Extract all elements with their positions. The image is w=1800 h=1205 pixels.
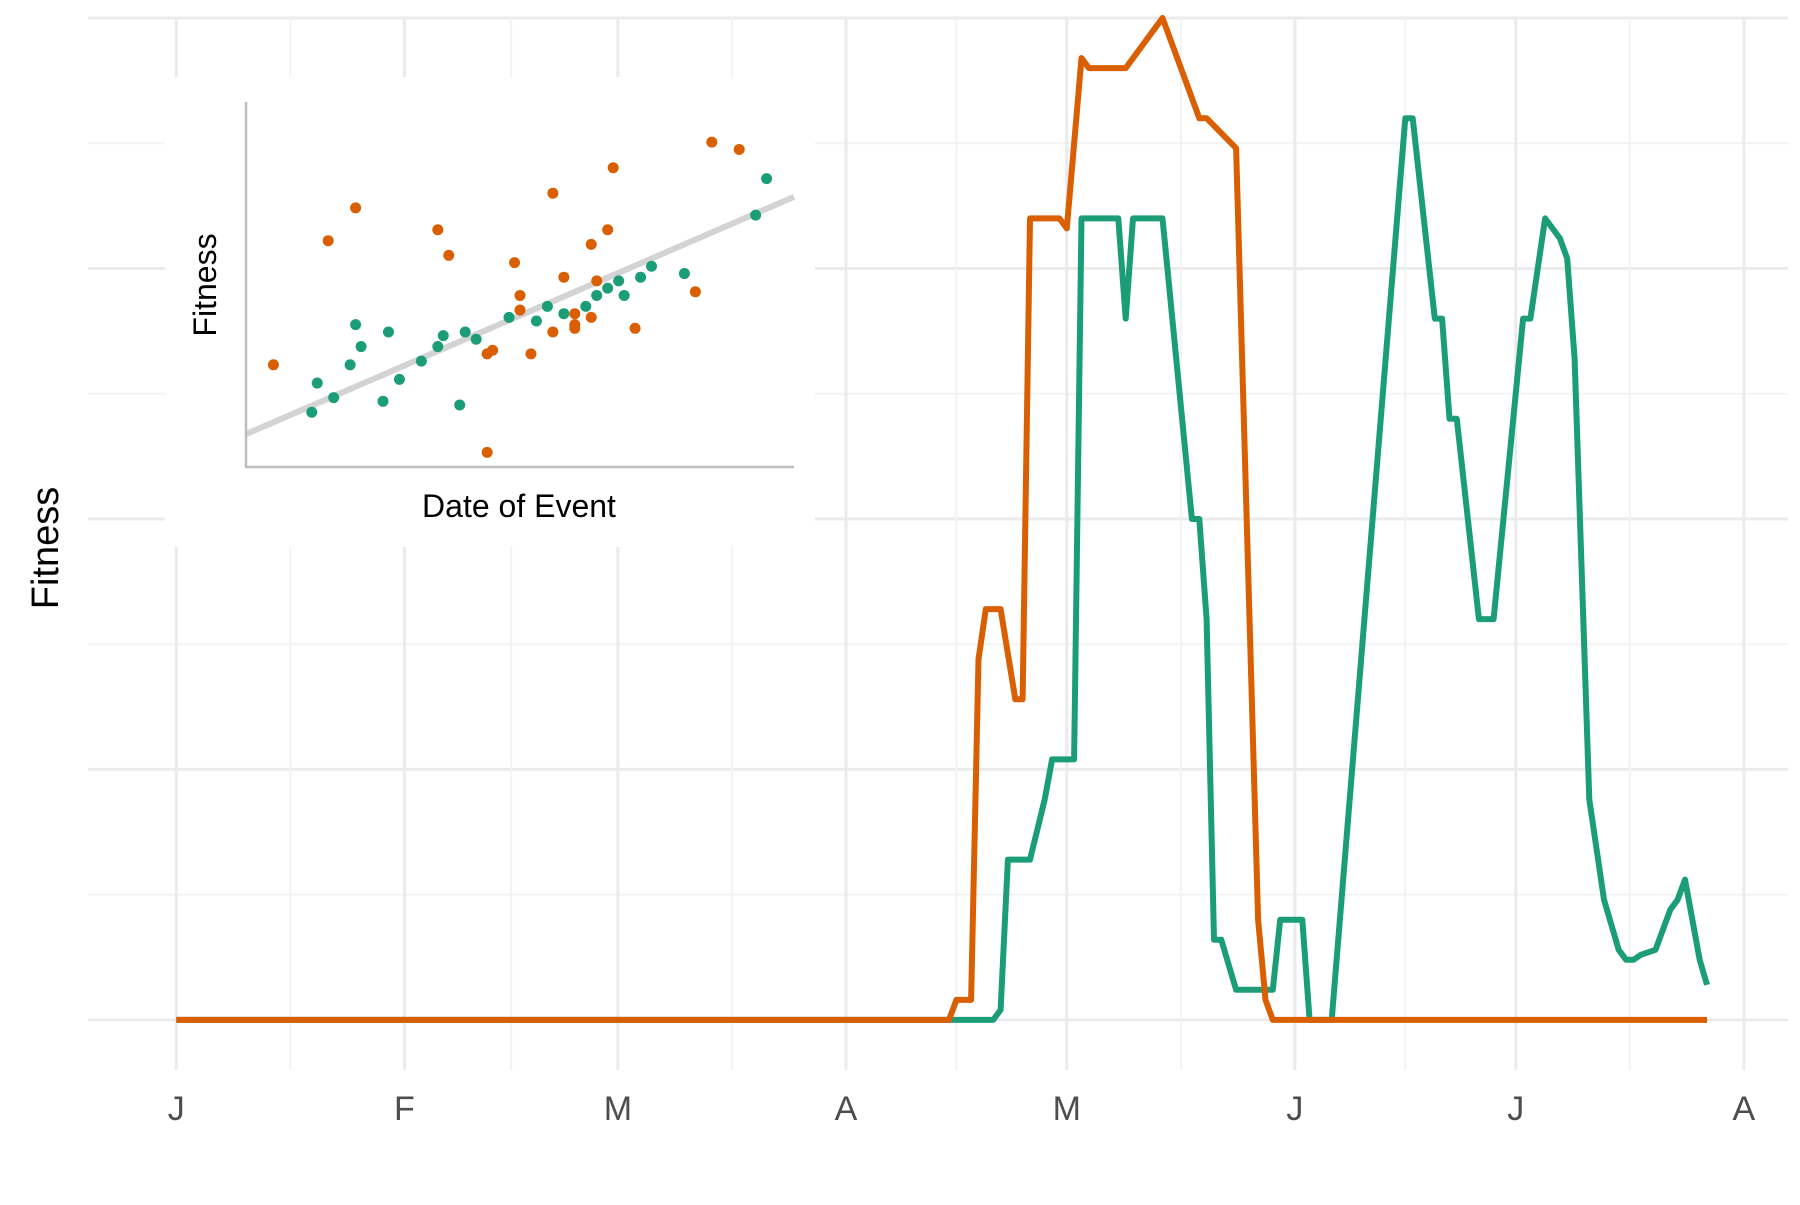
scatter-point-orange [591,275,603,287]
scatter-point-green [558,308,570,320]
scatter-point-green [646,260,658,272]
y-axis-label: Fitness [25,487,67,609]
scatter-point-green [470,333,482,345]
scatter-point-orange [689,286,701,298]
x-tick-label: J [1507,1090,1524,1128]
inset-x-axis-label: Date of Event [422,488,616,524]
line-series-layer [176,15,1710,1023]
x-tick-label: J [1286,1090,1303,1128]
scatter-point-green [459,326,471,338]
scatter-point-orange [585,311,597,323]
inset-y-axis-label: Fitness [187,233,223,336]
scatter-point-orange [432,224,444,236]
x-tick-label: M [604,1090,632,1128]
scatter-point-green [750,209,762,221]
scatter-point-green [602,282,614,294]
scatter-point-green [306,406,318,418]
scatter-point-orange [481,348,493,360]
line-series-orange [176,15,1707,1023]
scatter-point-green [503,311,515,323]
scatter-point-orange [569,319,581,331]
scatter-point-green [350,319,362,331]
scatter-point-orange [733,143,745,155]
scatter-point-green [437,330,449,342]
x-tick-label: A [1733,1090,1756,1128]
scatter-point-green [415,355,427,367]
inset-chart: Date of Event Fitness [165,77,815,547]
scatter-point-green [618,289,630,301]
scatter-point-orange [706,136,718,148]
scatter-point-green [382,326,394,338]
scatter-point-green [613,275,625,287]
scatter-point-orange [547,326,559,338]
scatter-point-orange [569,308,581,320]
scatter-point-orange [509,257,521,269]
scatter-point-green [591,289,603,301]
scatter-point-green [393,373,405,385]
scatter-point-green [454,399,466,411]
x-tick-label: F [394,1090,415,1128]
scatter-point-orange [350,202,362,214]
scatter-point-orange [558,271,570,283]
scatter-point-orange [607,162,619,174]
scatter-point-orange [514,289,526,301]
scatter-point-orange [547,187,559,199]
inset-points-layer [267,136,773,458]
scatter-point-green [344,359,356,371]
scatter-point-green [311,377,323,389]
scatter-point-green [580,300,592,312]
scatter-point-green [761,173,773,185]
scatter-point-orange [629,322,641,334]
scatter-point-orange [602,224,614,236]
scatter-point-orange [585,238,597,250]
scatter-point-green [541,300,553,312]
scatter-point-green [635,271,647,283]
scatter-point-green [530,315,542,327]
x-tick-label: M [1053,1090,1081,1128]
scatter-point-orange [481,446,493,458]
scatter-point-orange [267,359,279,371]
scatter-point-green [328,392,340,404]
scatter-point-green [355,341,367,353]
scatter-point-green [432,341,444,353]
x-tick-label: J [168,1090,185,1128]
scatter-point-orange [525,348,537,360]
inset-background [165,77,815,547]
scatter-point-orange [322,235,334,247]
scatter-point-green [377,395,389,407]
scatter-point-green [678,268,690,280]
scatter-point-orange [443,249,455,261]
x-tick-label: A [835,1090,858,1128]
line-series-green [176,115,1710,1023]
scatter-point-orange [514,304,526,316]
